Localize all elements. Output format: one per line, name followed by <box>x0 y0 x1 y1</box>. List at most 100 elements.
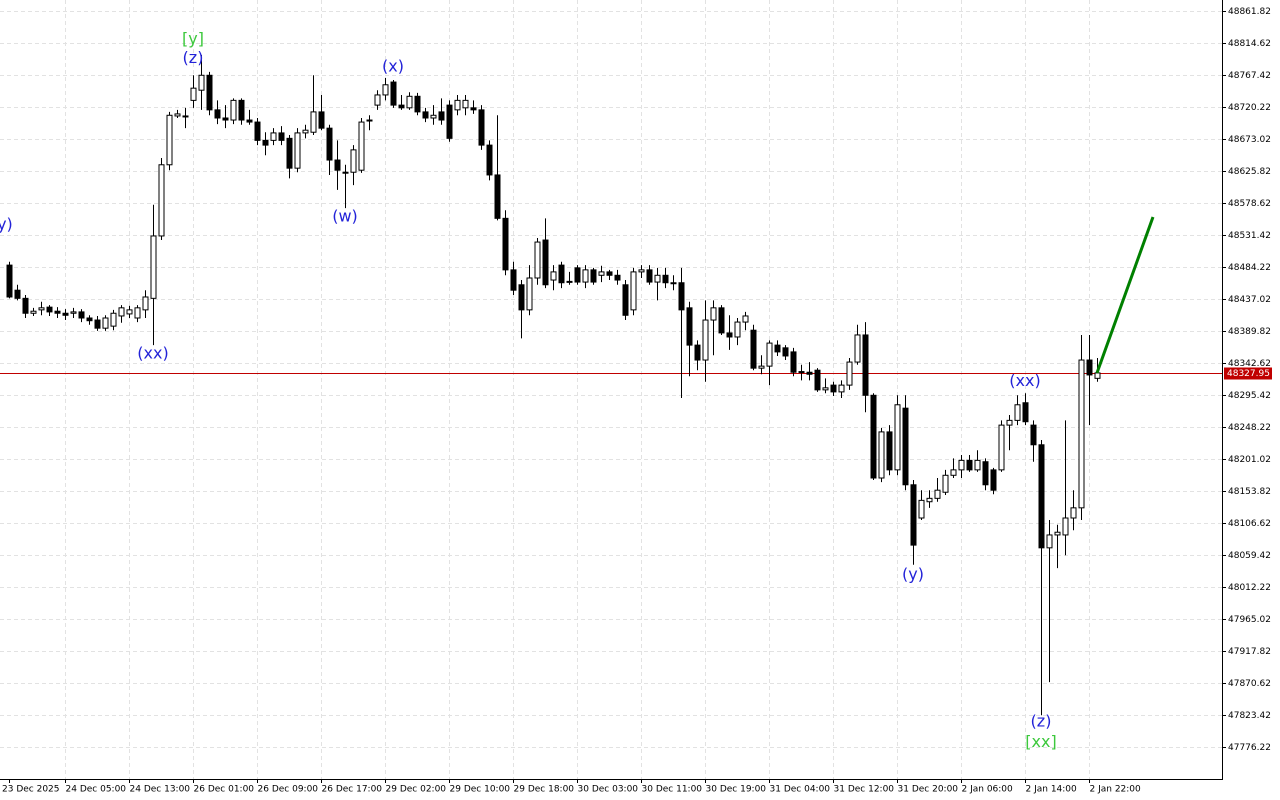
candle-body <box>318 111 325 129</box>
candle-body <box>566 280 573 283</box>
candle-body <box>790 351 797 373</box>
candle-body <box>1030 424 1037 446</box>
candle-body <box>1014 404 1021 421</box>
y-tick-label: 48861.82 <box>1228 7 1271 17</box>
candle-body <box>806 371 813 375</box>
y-tick-label: 48201.02 <box>1228 455 1271 465</box>
candle-body <box>118 307 125 317</box>
candle-body <box>462 99 469 109</box>
candle-body <box>198 74 205 91</box>
candle-body <box>830 384 837 393</box>
candle-body <box>734 321 741 338</box>
forecast-line <box>1095 216 1155 374</box>
x-tick-label: 29 Dec 02:00 <box>386 785 447 795</box>
candle-body <box>846 361 853 386</box>
candle-body <box>1094 372 1101 379</box>
candle-body <box>798 371 805 374</box>
x-tick-label: 31 Dec 20:00 <box>898 785 959 795</box>
candle-body <box>550 271 557 281</box>
axis-labels: 48861.82 48814.62 48767.42 48720.22 48673.02… <box>2 7 1272 795</box>
candle-body <box>382 84 389 96</box>
candle-body <box>414 95 421 113</box>
candle-body <box>6 264 13 298</box>
candle-body <box>1078 359 1085 509</box>
candle-body <box>646 269 653 283</box>
candle-body <box>486 144 493 176</box>
candle-body <box>758 365 765 369</box>
x-tick-label: 29 Dec 10:00 <box>450 785 511 795</box>
candle-body <box>1046 534 1053 549</box>
x-tick-label: 26 Dec 09:00 <box>258 785 319 795</box>
candle-body <box>654 274 661 283</box>
candle-body <box>166 114 173 166</box>
candle-body <box>14 289 21 299</box>
x-tick-label: 30 Dec 19:00 <box>706 785 767 795</box>
wave-label: (xx) <box>137 343 168 362</box>
y-tick-label: 48059.42 <box>1228 551 1271 561</box>
candle-body <box>454 99 461 111</box>
candle-body <box>270 132 277 141</box>
candle-body <box>1022 402 1029 423</box>
candle-body <box>190 87 197 101</box>
candle-body <box>438 111 445 121</box>
candle-body <box>366 119 373 122</box>
wave-label: (z) <box>1031 712 1052 731</box>
candle-body <box>678 282 685 311</box>
wave-label: [y] <box>182 29 204 48</box>
candle-body <box>262 139 269 146</box>
candle-body <box>134 307 141 319</box>
candle-body <box>630 271 637 311</box>
candle-body <box>230 99 237 121</box>
candle-body <box>662 274 669 284</box>
candle-body <box>390 81 397 106</box>
y-tick-label: 48106.62 <box>1228 519 1271 529</box>
y-tick-label: 48437.02 <box>1228 295 1271 305</box>
candle-body <box>518 284 525 311</box>
y-tick-label: 48389.82 <box>1228 327 1271 337</box>
candle-body <box>478 109 485 146</box>
candle-body <box>934 489 941 499</box>
candle-body <box>766 342 773 367</box>
candle-body <box>406 95 413 109</box>
candle-body <box>254 121 261 141</box>
candle-body <box>894 404 901 471</box>
candle-body <box>926 497 933 503</box>
x-tick-label: 31 Dec 04:00 <box>770 785 831 795</box>
candle-body <box>22 297 29 314</box>
candle-body <box>1006 419 1013 426</box>
x-tick-label: 23 Dec 2025 <box>2 785 60 795</box>
candle-body <box>622 284 629 316</box>
candle-body <box>718 307 725 334</box>
candle-body <box>862 334 869 396</box>
candle-body <box>334 159 341 171</box>
candle-body <box>534 241 541 279</box>
candle-body <box>54 310 61 314</box>
candle-body <box>214 109 221 119</box>
candle-body <box>174 113 181 117</box>
y-tick-label: 48342.62 <box>1228 359 1271 369</box>
y-tick-label: 48673.02 <box>1228 135 1271 145</box>
candle-body <box>854 334 861 363</box>
candle-body <box>870 394 877 479</box>
candle-body <box>430 114 437 119</box>
candle-body <box>958 459 965 471</box>
candle-body <box>422 111 429 119</box>
candle-body <box>446 104 453 139</box>
candle-body <box>294 132 301 169</box>
candle-body <box>702 319 709 361</box>
candle-body <box>94 319 101 329</box>
y-tick-label: 47776.22 <box>1228 743 1271 753</box>
wave-label: (y) <box>0 215 13 234</box>
candle-body <box>878 431 885 479</box>
candle-body <box>470 107 477 111</box>
y-tick-label: 47965.02 <box>1228 615 1271 625</box>
candle-body <box>574 267 581 283</box>
candle-body <box>302 129 309 134</box>
x-tick-label: 24 Dec 05:00 <box>66 785 127 795</box>
wave-label: (x) <box>382 57 404 76</box>
candle-body <box>998 424 1005 471</box>
candle-body <box>918 499 925 519</box>
